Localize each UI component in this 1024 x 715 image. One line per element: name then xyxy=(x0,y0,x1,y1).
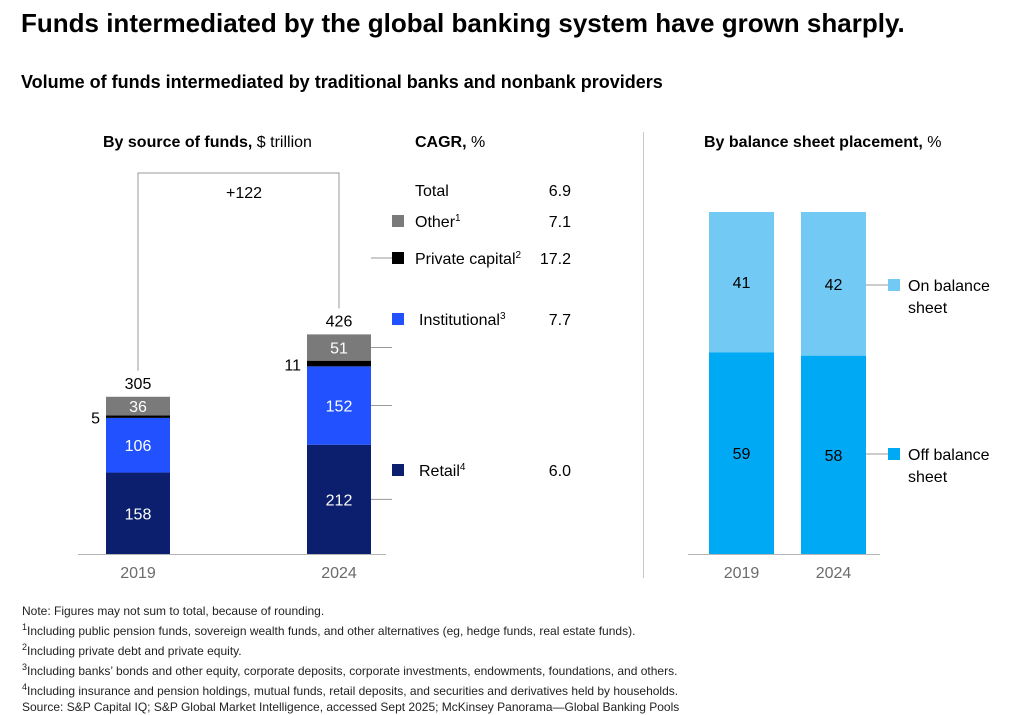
bar-institutional-2024 xyxy=(307,366,371,445)
cagr-header-unit: % xyxy=(466,134,486,151)
legend-footnote-marker-retail: 4 xyxy=(460,462,466,473)
x-tick-label-2024: 2024 xyxy=(321,565,357,582)
data-label-other-2024: 51 xyxy=(330,341,348,358)
footnote-3-marker: 3 xyxy=(22,662,28,672)
data-label-off-balance-2019: 59 xyxy=(733,446,751,463)
bar-private-capital-2024 xyxy=(307,360,371,367)
data-label-institutional-2019: 106 xyxy=(125,438,152,455)
bar-retail-2019 xyxy=(106,472,170,554)
cagr-header-bold: CAGR, xyxy=(415,134,467,151)
legend-label-on-balance-line2: sheet xyxy=(908,300,948,317)
right-chart-title: By balance sheet placement, % xyxy=(704,134,941,152)
right-chart-title-unit: % xyxy=(922,134,942,151)
data-label-private-capital-2024: 11 xyxy=(284,358,301,375)
growth-label: +122 xyxy=(226,185,262,202)
footnote-2: 2Including private debt and private equi… xyxy=(22,639,679,659)
page-title: Funds intermediated by the global bankin… xyxy=(21,8,905,38)
footnote-4: 4Including insurance and pension holding… xyxy=(22,679,679,699)
footnote-source: Source: S&P Capital IQ; S&P Global Marke… xyxy=(22,700,680,714)
footnote-1: 1Including public pension funds, soverei… xyxy=(22,619,679,639)
legend-footnote-marker-other: 1 xyxy=(455,213,461,224)
legend-swatch-off-balance xyxy=(888,448,900,460)
bar-retail-2024 xyxy=(307,444,371,554)
cagr-value-retail: 6.0 xyxy=(549,463,571,480)
total-label-2019: 305 xyxy=(125,376,152,393)
left-chart-title-unit: $ trillion xyxy=(252,134,312,151)
footnote-note: Note: Figures may not sum to total, beca… xyxy=(22,604,325,618)
data-label-retail-2019: 158 xyxy=(125,506,152,523)
data-label-other-2019: 36 xyxy=(129,399,147,416)
legend-swatch-other xyxy=(392,215,404,227)
legend-footnote-marker-private-capital: 2 xyxy=(516,250,522,261)
data-label-retail-2024: 212 xyxy=(326,492,353,509)
legend-swatch-on-balance xyxy=(888,279,900,291)
footnote-3: 3Including banks’ bonds and other equity… xyxy=(22,659,679,679)
bar-off-balance-2019 xyxy=(709,352,774,554)
bar-institutional-2019 xyxy=(106,417,170,473)
bar-private-capital-2019 xyxy=(106,415,170,418)
legend-label-private-capital: Private capital2 xyxy=(415,250,522,268)
cagr-total-value: 6.9 xyxy=(549,183,571,200)
cagr-value-institutional: 7.7 xyxy=(549,312,571,329)
left-chart-title: By source of funds, $ trillion xyxy=(103,134,312,152)
legend-swatch-private-capital xyxy=(392,252,404,264)
data-label-off-balance-2024: 58 xyxy=(825,448,843,465)
legend-swatch-institutional xyxy=(392,313,404,325)
legend-swatch-retail xyxy=(392,464,404,476)
footnote-4-text: Including insurance and pension holdings… xyxy=(27,684,679,698)
chart-subtitle: Volume of funds intermediated by traditi… xyxy=(21,72,663,92)
total-label-2024: 426 xyxy=(326,313,353,330)
cagr-header: CAGR, % xyxy=(415,134,485,152)
footnotes: Note: Figures may not sum to total, beca… xyxy=(22,603,679,715)
legend-label-institutional: Institutional3 xyxy=(419,311,506,329)
bar-other-2024 xyxy=(307,334,371,361)
bar-off-balance-2024 xyxy=(801,355,866,554)
left-chart-title-bold: By source of funds, xyxy=(103,134,253,151)
footnote-3-text: Including banks’ bonds and other equity,… xyxy=(27,664,678,678)
data-label-private-capital-2019: 5 xyxy=(91,411,100,428)
footnote-2-text: Including private debt and private equit… xyxy=(27,644,242,658)
legend-label-other: Other1 xyxy=(415,213,461,231)
footnote-1-text: Including public pension funds, sovereig… xyxy=(27,624,636,638)
bar-on-balance-2019 xyxy=(709,212,774,353)
cagr-value-private-capital: 17.2 xyxy=(540,251,571,268)
legend-label-off-balance-line2: sheet xyxy=(908,469,948,486)
footnote-4-marker: 4 xyxy=(22,682,28,692)
x-tick-label-right-2024: 2024 xyxy=(816,565,852,582)
cagr-total-label: Total xyxy=(415,183,449,200)
cagr-value-other: 7.1 xyxy=(549,214,571,231)
footnote-1-marker: 1 xyxy=(22,622,28,632)
legend-footnote-marker-institutional: 3 xyxy=(500,311,506,322)
legend-label-retail: Retail4 xyxy=(419,462,466,480)
legend-label-off-balance-line1: Off balance xyxy=(908,447,990,464)
x-tick-label-right-2019: 2019 xyxy=(724,565,760,582)
footnote-2-marker: 2 xyxy=(22,642,28,652)
data-label-on-balance-2024: 42 xyxy=(825,277,843,294)
bar-other-2019 xyxy=(106,396,170,416)
right-chart-title-bold: By balance sheet placement, xyxy=(704,134,923,151)
data-label-on-balance-2019: 41 xyxy=(733,275,751,292)
bar-on-balance-2024 xyxy=(801,212,866,356)
data-label-institutional-2024: 152 xyxy=(326,399,353,416)
growth-bracket xyxy=(137,172,340,371)
legend-label-on-balance-line1: On balance xyxy=(908,278,990,295)
x-tick-label-2019: 2019 xyxy=(120,565,156,582)
